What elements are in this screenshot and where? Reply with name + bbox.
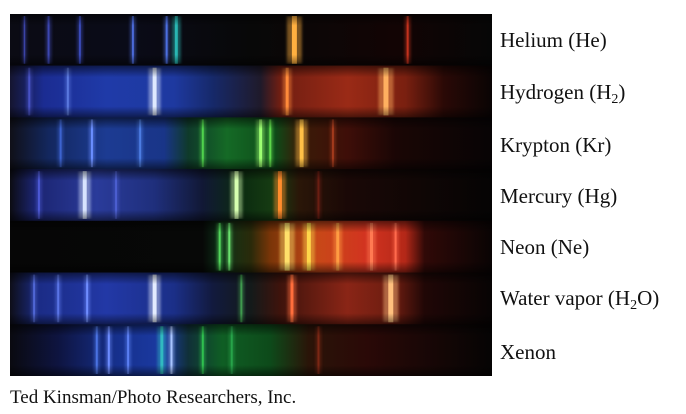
photo-credit: Ted Kinsman/Photo Researchers, Inc. — [10, 387, 297, 408]
label-hydrogen: Hydrogen (H2) — [500, 79, 626, 107]
label-water-vapor-end: O) — [637, 286, 660, 310]
spectrum-band-shading — [10, 14, 492, 67]
spectrum-band-shading — [10, 169, 492, 222]
spectrum-band — [10, 117, 492, 170]
label-neon: Neon (Ne) — [500, 235, 590, 259]
label-hydrogen-end: ) — [618, 80, 626, 104]
label-hydrogen-sub: 2 — [611, 92, 619, 107]
emission-spectra-photo — [10, 14, 492, 376]
spectrum-band — [10, 65, 492, 118]
spectrum-band-shading — [10, 324, 492, 376]
label-hydrogen-main: Hydrogen (H — [500, 80, 612, 104]
label-krypton: Krypton (Kr) — [500, 133, 612, 157]
spectrum-band — [10, 169, 492, 222]
spectrum-band-shading — [10, 220, 492, 274]
spectrum-band — [10, 324, 492, 376]
spectrum-band-shading — [10, 117, 492, 170]
label-mercury: Mercury (Hg) — [500, 184, 618, 208]
label-water-vapor-main: Water vapor (H — [500, 286, 631, 310]
element-labels: Helium (He) Hydrogen (H2) Krypton (Kr) M… — [500, 14, 686, 376]
spectrum-band-shading — [10, 65, 492, 118]
spectrum-band — [10, 14, 492, 67]
spectrum-band — [10, 272, 492, 325]
spectrum-band-shading — [10, 272, 492, 325]
spectrum-band — [10, 220, 492, 274]
label-xenon: Xenon — [500, 340, 556, 364]
label-water-vapor-sub: 2 — [630, 298, 638, 313]
label-water-vapor: Water vapor (H2O) — [500, 285, 660, 313]
spectra-svg — [10, 14, 492, 376]
label-helium: Helium (He) — [500, 28, 607, 52]
